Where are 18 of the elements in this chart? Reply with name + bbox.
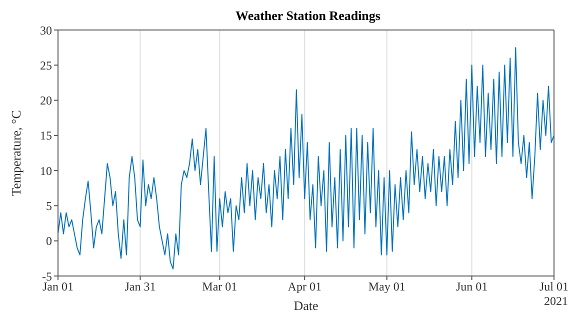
x-tick-label: Jul 01 bbox=[539, 280, 569, 294]
y-tick-label: 20 bbox=[40, 94, 52, 108]
y-axis-title: Temperature, °C bbox=[8, 110, 24, 196]
x-tick-label: Mar 01 bbox=[202, 280, 238, 294]
x-tick-label: Jan 31 bbox=[124, 280, 156, 294]
y-tick-label: 30 bbox=[40, 23, 52, 38]
y-tick-label: 0 bbox=[46, 234, 52, 248]
text: 2021 bbox=[544, 294, 568, 309]
x-tick-label: Apr 01 bbox=[288, 280, 322, 294]
x-axis-title: Date bbox=[294, 298, 318, 313]
chart-title: Weather Station Readings bbox=[234, 8, 382, 24]
x-tick-label: Jun 01 bbox=[456, 280, 488, 294]
line-series bbox=[58, 47, 554, 270]
y-tick-label: 10 bbox=[40, 164, 52, 178]
y-tick-label: 5 bbox=[46, 198, 52, 213]
y-tick-label: 25 bbox=[40, 58, 52, 72]
y-tick-label: 15 bbox=[40, 128, 52, 143]
x-tick-label: May 01 bbox=[368, 280, 406, 294]
